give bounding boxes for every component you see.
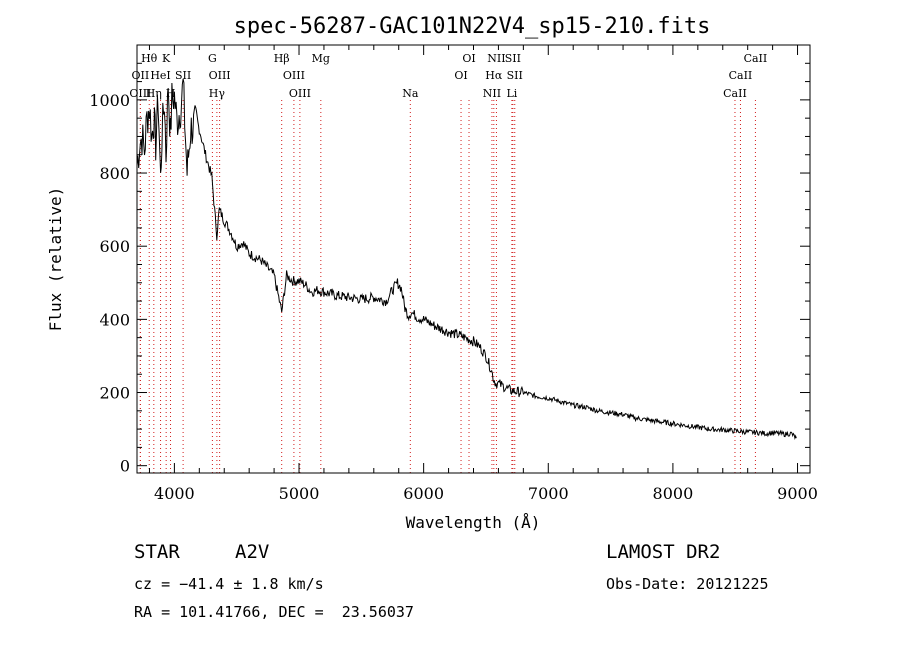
line-label-4: SII xyxy=(175,69,191,82)
line-label-7: H xyxy=(166,87,176,100)
x-tick-label-0: 4000 xyxy=(154,484,195,503)
survey-name: LAMOST DR2 xyxy=(606,541,721,563)
spectrum-line xyxy=(136,78,797,440)
line-label-20: Hα xyxy=(485,69,503,82)
x-tick-label-5: 9000 xyxy=(777,484,818,503)
line-label-3: HeI xyxy=(150,69,170,82)
y-axis-label: Flux (relative) xyxy=(46,187,65,332)
line-label-25: CaII xyxy=(729,69,753,82)
line-label-9: OIII xyxy=(209,69,231,82)
line-markers xyxy=(139,100,756,473)
x-tick-label-4: 8000 xyxy=(653,484,694,503)
line-label-15: Na xyxy=(402,87,419,100)
observation-date: Obs-Date: 20121225 xyxy=(606,575,769,593)
line-label-24: CaII xyxy=(744,52,768,65)
object-class: STAR xyxy=(134,541,180,563)
plot-frame xyxy=(136,44,811,474)
plot-axes xyxy=(136,44,811,474)
line-label-11: Hβ xyxy=(274,52,290,65)
coordinates: RA = 101.41766, DEC = 23.56037 xyxy=(134,603,414,621)
line-label-16: OI xyxy=(462,52,475,65)
y-tick-label-3: 600 xyxy=(99,237,130,256)
line-label-14: Mg xyxy=(312,52,330,65)
line-label-12: OIII xyxy=(283,69,305,82)
y-tick-label-4: 800 xyxy=(99,164,130,183)
y-tick-label-1: 200 xyxy=(99,384,130,403)
redshift-velocity: cz = −41.4 ± 1.8 km/s xyxy=(134,575,324,593)
line-label-8: G xyxy=(208,52,217,65)
line-label-1: K xyxy=(162,52,171,65)
axis-ticks: 4000 5000 6000 7000 8000 9000 0 200 400 600 800 100… xyxy=(89,45,818,503)
line-label-13: OIII xyxy=(289,87,311,100)
line-label-5: OIII xyxy=(129,87,151,100)
y-tick-label-2: 400 xyxy=(99,310,130,329)
x-tick-label-2: 6000 xyxy=(403,484,444,503)
line-label-2: OII xyxy=(132,69,150,82)
x-tick-label-1: 5000 xyxy=(279,484,320,503)
spectral-subclass: A2V xyxy=(235,541,270,563)
line-label-19: SII xyxy=(505,52,521,65)
spectrum-series xyxy=(136,78,797,440)
line-label-21: SII xyxy=(507,69,523,82)
line-label-6: Hη xyxy=(146,87,162,100)
x-tick-label-3: 7000 xyxy=(528,484,569,503)
line-label-26: CaII xyxy=(723,87,747,100)
y-tick-label-0: 0 xyxy=(120,457,130,476)
line-label-0: Hθ xyxy=(141,52,158,65)
y-tick-label-5: 1000 xyxy=(89,91,130,110)
line-label-17: OI xyxy=(454,69,467,82)
chart-title: spec-56287-GAC101N22V4_sp15-210.fits xyxy=(234,14,711,39)
line-label-10: Hγ xyxy=(209,87,226,100)
line-label-22: NII xyxy=(483,87,501,100)
line-label-18: NII xyxy=(487,52,505,65)
x-axis-label: Wavelength (Å) xyxy=(406,513,541,532)
line-label-23: Li xyxy=(506,87,517,100)
